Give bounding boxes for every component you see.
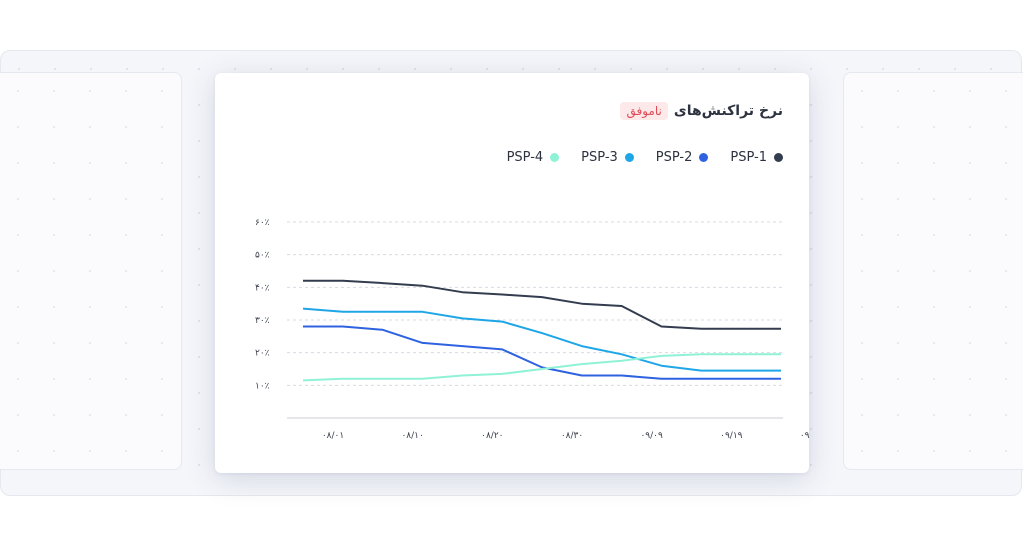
y-tick-label: ۴۰٪	[255, 283, 270, 293]
legend-dot-psp4	[550, 153, 560, 162]
card-title: نرخ تراکنش‌های ناموفق	[620, 102, 783, 120]
side-card-left	[0, 72, 182, 470]
series-line-psp-4	[302, 353, 781, 382]
legend-dot-psp3	[624, 153, 634, 162]
legend-dot-psp2	[699, 153, 709, 162]
x-tick-label: ۰۸/۲۰	[481, 431, 503, 441]
x-axis-ticks: ۰۸/۰۱ ۰۸/۱۰ ۰۸/۲۰ ۰۸/۳۰ ۰۹/۰۹ ۰۹/۱۹ ۰۹/۲۹	[322, 431, 809, 441]
y-tick-label: ۳۰٪	[255, 316, 270, 326]
x-tick-label: ۰۹/۱۹	[720, 431, 743, 441]
x-tick-label: ۰۸/۱۰	[401, 431, 423, 441]
line-chart: ۱۰٪۲۰٪۳۰٪۴۰٪۵۰٪۶۰٪ ۰۸/۰۱ ۰۸/۱۰ ۰۸/۲۰ ۰۸/۳۰ ۰…	[255, 218, 809, 441]
legend-dot-psp1	[774, 153, 783, 162]
y-tick-label: ۱۰٪	[255, 381, 270, 391]
y-tick-label: ۶۰٪	[255, 218, 270, 228]
y-tick-label: ۲۰٪	[255, 349, 270, 359]
x-tick-label: ۰۸/۰۱	[322, 431, 344, 441]
y-tick-label: ۵۰٪	[255, 251, 270, 261]
series-line-psp-1	[303, 279, 781, 330]
legend-label-psp4: PSP-4	[506, 150, 544, 165]
series-lines	[302, 279, 781, 382]
x-tick-label: ۰۸/۳۰	[561, 431, 583, 441]
legend-label-psp1: PSP-1	[730, 150, 767, 165]
chart-card: نرخ تراکنش‌های ناموفق PSP-1 PSP-2 PSP-3 …	[215, 73, 809, 473]
failed-badge: ناموفق	[620, 102, 668, 120]
legend-item-psp1[interactable]: PSP-1	[730, 150, 783, 165]
legend-item-psp2[interactable]: PSP-2	[656, 150, 709, 165]
y-axis-ticks: ۱۰٪ ۲۰٪ ۳۰٪ ۴۰٪ ۵۰٪ ۶۰٪	[255, 218, 270, 391]
grid-lines	[287, 221, 783, 419]
legend-item-psp3[interactable]: PSP-3	[581, 150, 634, 165]
side-card-right	[843, 72, 1023, 470]
legend-label-psp2: PSP-2	[655, 150, 693, 165]
x-tick-label: ۰۹/۰۹	[640, 431, 663, 441]
legend-label-psp3: PSP-3	[581, 150, 618, 165]
x-tick-label: ۰۹/۲۹	[800, 431, 809, 441]
legend-item-psp4[interactable]: PSP-4	[507, 150, 560, 165]
chart-legend: PSP-1 PSP-2 PSP-3 PSP-4	[507, 150, 783, 165]
series-line-psp-3	[302, 307, 781, 372]
series-line-psp-2	[303, 325, 781, 380]
card-title-text: نرخ تراکنش‌های	[673, 103, 783, 119]
